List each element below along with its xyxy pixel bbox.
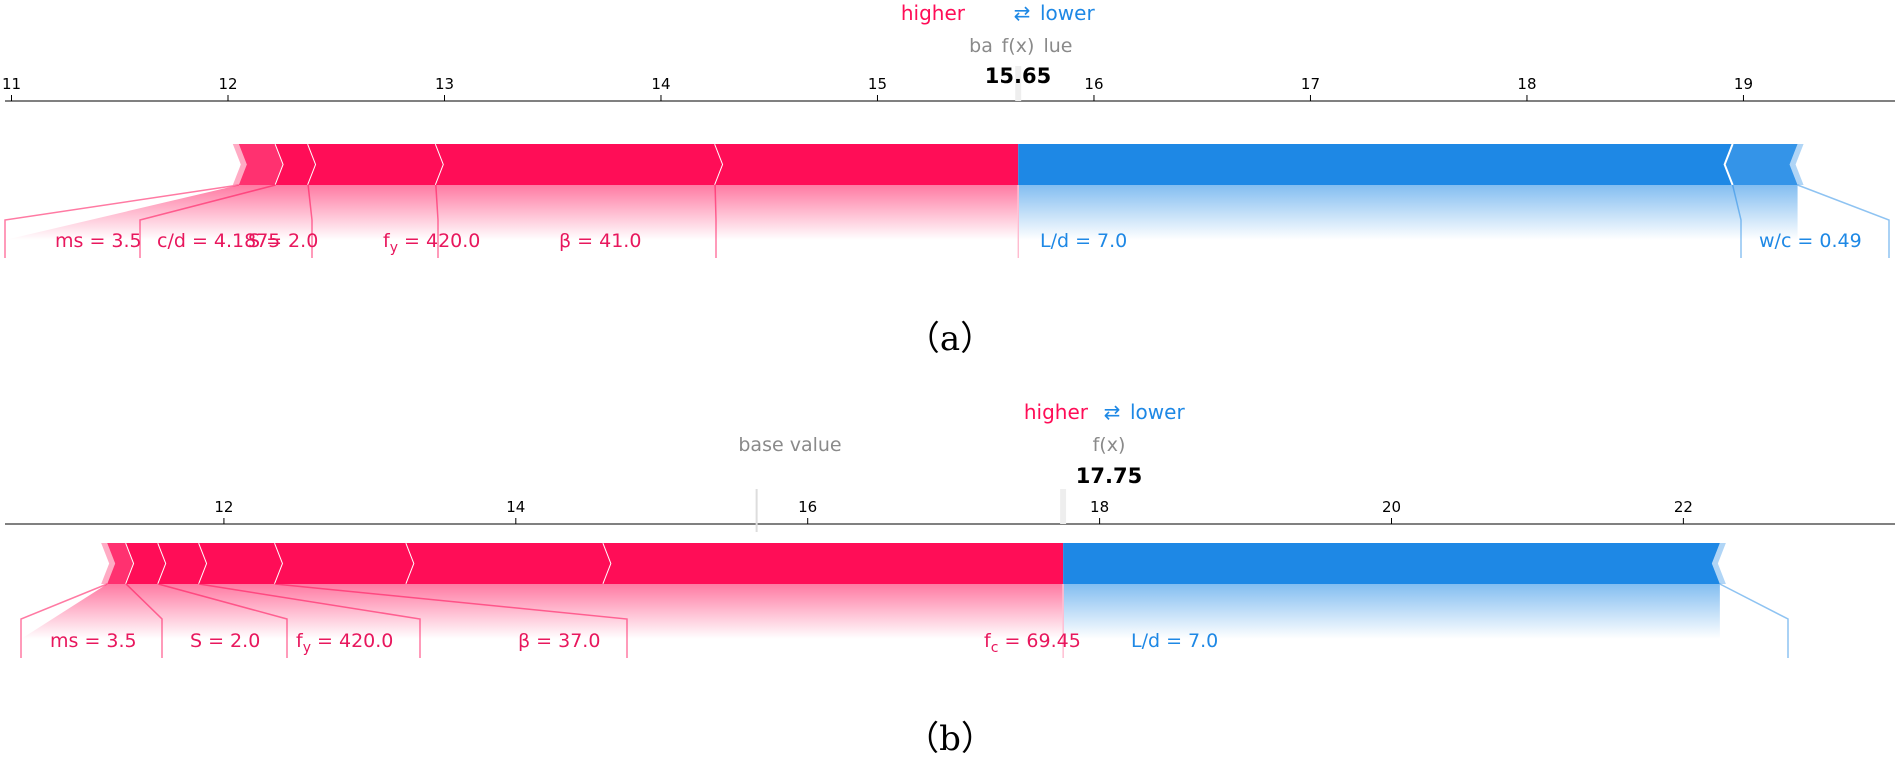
- tick-label: 16: [1084, 75, 1103, 93]
- segment-separator: [405, 542, 416, 585]
- feature-label: S = 2.0: [248, 230, 318, 252]
- axis-b: 12 14 16 18 20 22: [5, 489, 1895, 532]
- fx-label-b: f(x): [1093, 434, 1126, 456]
- negative-segment: [1724, 144, 1798, 185]
- caption-a: （a）: [906, 319, 994, 359]
- base-value-label-tail-a: lue: [1043, 35, 1072, 57]
- legend-higher-a: higher: [901, 1, 966, 25]
- legend-higher-b: higher: [1024, 400, 1089, 424]
- feature-label: S = 2.0: [190, 630, 260, 652]
- legend-arrow-b: ⇄: [1104, 400, 1121, 424]
- positive-tip: [232, 144, 247, 185]
- force-plot-a: higher ⇄ lower 11 12 13 14 15 16 17 18 19 ms = 3…: [2, 1, 1895, 359]
- positive-connector: [125, 583, 163, 658]
- segment-separator: [125, 542, 136, 585]
- segment-separator: [714, 143, 725, 186]
- positive-gradient: [5, 185, 1019, 240]
- caption-b: （b）: [905, 719, 995, 757]
- positive-segment: [406, 543, 612, 584]
- tick-label: 22: [1674, 498, 1693, 516]
- feature-labels-b: ms = 3.5 S = 2.0 fy = 420.0 β = 37.0 fc = 69…: [50, 630, 1218, 656]
- tick-label: 16: [798, 498, 817, 516]
- negative-gradient: [1063, 584, 1720, 639]
- feature-label: w/c = 0.49: [1759, 230, 1862, 252]
- positive-segment: [435, 144, 724, 185]
- feature-label: L/d = 7.0: [1131, 630, 1218, 652]
- positive-connector: [139, 184, 276, 258]
- legend-b: higher ⇄ lower: [1024, 400, 1186, 424]
- feature-label: fy = 420.0: [383, 230, 480, 256]
- axis-a: 11 12 13 14 15 16 17 18 19: [2, 66, 1895, 102]
- negative-connector: [1719, 583, 1789, 658]
- negative-gradient: [1018, 185, 1798, 240]
- positive-segment: [603, 543, 1064, 584]
- positive-segment: [238, 144, 284, 185]
- fx-value-a: 15.65: [985, 64, 1051, 88]
- bars-b: [20, 542, 1789, 658]
- legend-lower-a: lower: [1040, 1, 1095, 25]
- feature-label: fc = 69.45: [984, 630, 1081, 656]
- feature-label: c/d = 4.1875: [157, 230, 280, 252]
- negative-segment: [1018, 144, 1733, 185]
- tick-label: 13: [435, 75, 454, 93]
- tick-label: 11: [2, 75, 21, 93]
- legend-a: higher ⇄ lower: [901, 1, 1096, 25]
- positive-segment: [158, 543, 208, 584]
- feature-label: fy = 420.0: [296, 630, 393, 656]
- tick-label: 19: [1734, 75, 1753, 93]
- positive-segment: [275, 144, 317, 185]
- positive-segment: [107, 543, 135, 584]
- positive-connector: [307, 184, 313, 258]
- bars-a: [4, 143, 1890, 258]
- negative-tip: [1711, 543, 1726, 584]
- positive-connector: [714, 184, 717, 258]
- negative-connector: [1731, 184, 1742, 258]
- tick-label: 18: [1517, 75, 1536, 93]
- tick-label: 14: [506, 498, 525, 516]
- fx-value-b: 17.75: [1076, 464, 1142, 488]
- positive-segment: [126, 543, 167, 584]
- fx-label-a: f(x): [1002, 35, 1035, 57]
- tick-label: 12: [218, 75, 237, 93]
- segment-separator: [602, 542, 613, 585]
- positive-connector: [20, 583, 108, 658]
- segment-separator: [198, 542, 209, 585]
- positive-segment: [715, 144, 1019, 185]
- segment-separator: [157, 542, 168, 585]
- force-plot-b: higher ⇄ lower 12 14 16 18 20 22 ms = 3.5 S = …: [5, 400, 1895, 757]
- tick-label: 12: [214, 498, 233, 516]
- tick-label: 14: [651, 75, 670, 93]
- tick-label: 17: [1301, 75, 1320, 93]
- feature-label: L/d = 7.0: [1040, 230, 1127, 252]
- tick-label: 18: [1090, 498, 1109, 516]
- legend-lower-b: lower: [1130, 400, 1185, 424]
- segment-separator: [1723, 143, 1734, 186]
- feature-label: β = 37.0: [518, 630, 600, 652]
- negative-tip: [1789, 144, 1804, 185]
- positive-connector: [435, 184, 439, 258]
- negative-segment: [1063, 543, 1720, 584]
- feature-label: ms = 3.5: [50, 630, 137, 652]
- negative-connector: [1797, 184, 1890, 258]
- tick-label: 15: [868, 75, 887, 93]
- positive-segment: [199, 543, 283, 584]
- positive-tip: [101, 543, 116, 584]
- positive-connector: [158, 583, 288, 658]
- legend-arrow-a: ⇄: [1014, 1, 1031, 25]
- tick-label: 20: [1382, 498, 1401, 516]
- positive-segment: [308, 144, 444, 185]
- positive-connector: [274, 583, 628, 658]
- positive-segment: [275, 543, 415, 584]
- feature-label: ms = 3.5: [55, 230, 142, 252]
- base-value-label-a: ba: [969, 35, 993, 57]
- positive-connector: [4, 184, 239, 258]
- feature-label: β = 41.0: [559, 230, 641, 252]
- positive-connector: [198, 583, 421, 658]
- base-value-label-b: base value: [738, 434, 841, 456]
